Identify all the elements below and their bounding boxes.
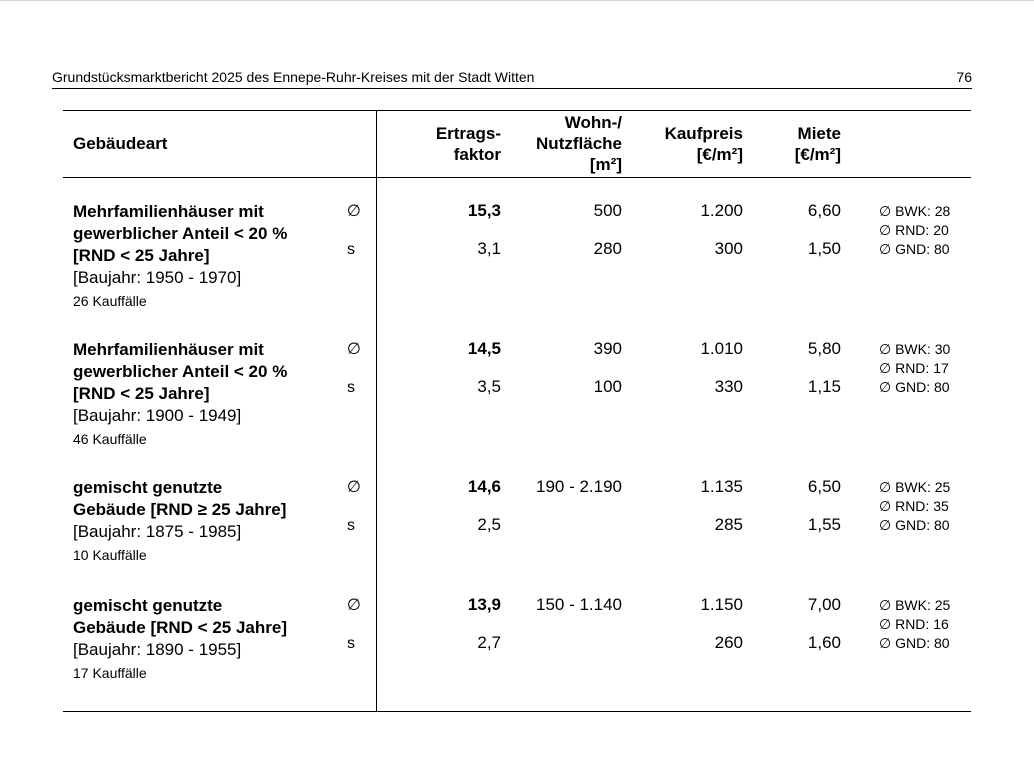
gnd-value: ∅ GND: 80 — [879, 241, 950, 257]
meta-values: ∅ BWK: 25 ∅ RND: 16 ∅ GND: 80 — [879, 596, 950, 653]
bwk-value: ∅ BWK: 25 — [879, 597, 951, 613]
data-table: Gebäudeart Ertrags- faktor Wohn-/ Nutzfl… — [63, 110, 971, 712]
kaufpreis-mean: 1.135 — [700, 477, 743, 496]
header-ertragsfaktor: Ertrags- faktor — [435, 124, 501, 164]
kaufpreis-sd: 330 — [714, 377, 743, 396]
top-edge-line — [0, 0, 1034, 1]
kauffaelle-count: 10 Kauffälle — [73, 547, 147, 563]
page-header: Grundstücksmarktbericht 2025 des Ennepe-… — [52, 69, 972, 87]
rnd-value: ∅ RND: 17 — [879, 360, 949, 376]
table-row: Mehrfamilienhäuser mit gewerblicher Ante… — [63, 201, 971, 331]
building-type-cell: Mehrfamilienhäuser mit gewerblicher Ante… — [73, 201, 343, 311]
table-top-rule — [63, 110, 971, 111]
gnd-value: ∅ GND: 80 — [879, 517, 950, 533]
header-kaufpreis: Kaufpreis [€/m²] — [664, 124, 743, 164]
building-type-cell: gemischt genutzte Gebäude [RND ≥ 25 Jahr… — [73, 477, 343, 565]
kaufpreis-sd: 260 — [714, 633, 743, 652]
mean-symbol: ∅ — [347, 341, 361, 358]
miete-sd: 1,60 — [807, 633, 841, 652]
rnd-value: ∅ RND: 20 — [879, 222, 949, 238]
table-header-rule — [63, 177, 971, 178]
header-miete: Miete [€/m²] — [794, 124, 841, 164]
mean-symbol: ∅ — [347, 203, 361, 220]
baujahr-label: [Baujahr: 1890 - 1955] — [73, 640, 242, 659]
gnd-value: ∅ GND: 80 — [879, 379, 950, 395]
flaeche-mean: 190 - 2.190 — [535, 477, 622, 496]
gnd-value: ∅ GND: 80 — [879, 635, 950, 651]
sd-symbol: s — [347, 635, 355, 652]
miete-sd: 1,50 — [807, 239, 841, 258]
flaeche-mean: 390 — [593, 339, 622, 358]
miete-mean: 5,80 — [807, 339, 841, 358]
meta-values: ∅ BWK: 28 ∅ RND: 20 ∅ GND: 80 — [879, 202, 950, 259]
miete-sd: 1,15 — [807, 377, 841, 396]
header-rule — [52, 88, 972, 89]
sd-symbol: s — [347, 517, 355, 534]
building-type-cell: gemischt genutzte Gebäude [RND < 25 Jahr… — [73, 595, 343, 683]
miete-mean: 7,00 — [807, 595, 841, 614]
rnd-value: ∅ RND: 35 — [879, 498, 949, 514]
kaufpreis-sd: 300 — [714, 239, 743, 258]
table-row: Mehrfamilienhäuser mit gewerblicher Ante… — [63, 339, 971, 469]
ertragsfaktor-mean: 14,5 — [467, 339, 501, 358]
flaeche-mean: 500 — [593, 201, 622, 220]
header-gebaeudeart: Gebäudeart — [73, 134, 168, 153]
kauffaelle-count: 26 Kauffälle — [73, 293, 147, 309]
kauffaelle-count: 17 Kauffälle — [73, 665, 147, 681]
flaeche-sd: 100 — [593, 377, 622, 396]
building-type-cell: Mehrfamilienhäuser mit gewerblicher Ante… — [73, 339, 343, 449]
miete-mean: 6,50 — [807, 477, 841, 496]
miete-mean: 6,60 — [807, 201, 841, 220]
table-column-divider — [376, 110, 377, 712]
bwk-value: ∅ BWK: 30 — [879, 341, 951, 357]
table-bottom-rule — [63, 711, 971, 712]
flaeche-sd: 280 — [593, 239, 622, 258]
sd-symbol: s — [347, 241, 355, 258]
bwk-value: ∅ BWK: 25 — [879, 479, 951, 495]
ertragsfaktor-sd: 3,1 — [477, 239, 501, 258]
kaufpreis-sd: 285 — [714, 515, 743, 534]
header-wohnflaeche: Wohn-/ Nutzfläche [m²] — [536, 113, 622, 174]
meta-values: ∅ BWK: 30 ∅ RND: 17 ∅ GND: 80 — [879, 340, 950, 397]
table-row: gemischt genutzte Gebäude [RND ≥ 25 Jahr… — [63, 477, 971, 607]
ertragsfaktor-sd: 2,7 — [477, 633, 501, 652]
kaufpreis-mean: 1.150 — [700, 595, 743, 614]
ertragsfaktor-mean: 14,6 — [467, 477, 501, 496]
meta-values: ∅ BWK: 25 ∅ RND: 35 ∅ GND: 80 — [879, 478, 950, 535]
baujahr-label: [Baujahr: 1950 - 1970] — [73, 268, 242, 287]
mean-symbol: ∅ — [347, 597, 361, 614]
page-number: 76 — [956, 69, 972, 85]
ertragsfaktor-mean: 15,3 — [467, 201, 501, 220]
flaeche-mean: 150 - 1.140 — [535, 595, 622, 614]
baujahr-label: [Baujahr: 1900 - 1949] — [73, 406, 242, 425]
sd-symbol: s — [347, 379, 355, 396]
report-title: Grundstücksmarktbericht 2025 des Ennepe-… — [52, 69, 535, 85]
miete-sd: 1,55 — [807, 515, 841, 534]
kaufpreis-mean: 1.010 — [700, 339, 743, 358]
rnd-value: ∅ RND: 16 — [879, 616, 949, 632]
bwk-value: ∅ BWK: 28 — [879, 203, 951, 219]
kaufpreis-mean: 1.200 — [700, 201, 743, 220]
ertragsfaktor-sd: 2,5 — [477, 515, 501, 534]
table-row: gemischt genutzte Gebäude [RND < 25 Jahr… — [63, 595, 971, 725]
mean-symbol: ∅ — [347, 479, 361, 496]
ertragsfaktor-sd: 3,5 — [477, 377, 501, 396]
baujahr-label: [Baujahr: 1875 - 1985] — [73, 522, 242, 541]
kauffaelle-count: 46 Kauffälle — [73, 431, 147, 447]
ertragsfaktor-mean: 13,9 — [467, 595, 501, 614]
